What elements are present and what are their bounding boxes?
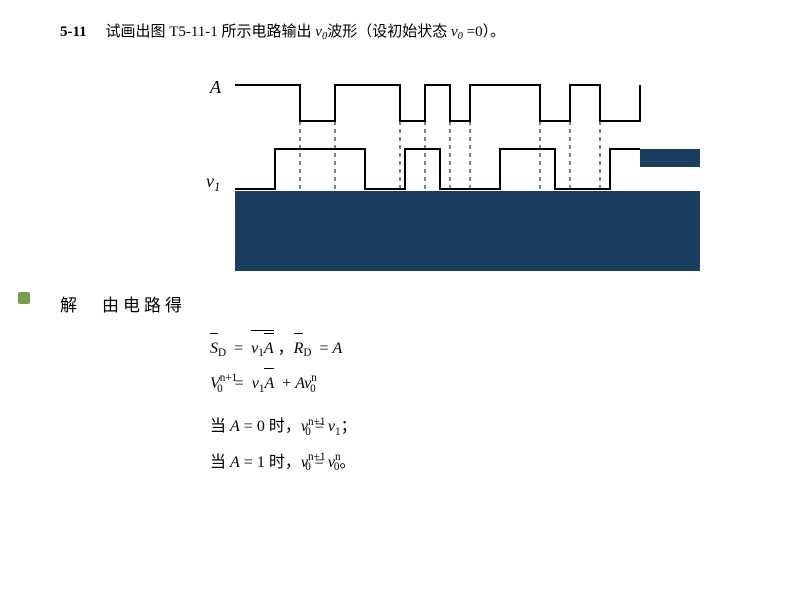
equation-sd-rd: SD = v1A ，RD = A	[210, 331, 740, 366]
case-A-0: 当 A = 0 时，vn+10 = v1；	[210, 409, 740, 444]
page-content: 5-11 试画出图 T5-11-1 所示电路输出 v0波形（设初始状态 v0 =…	[0, 0, 800, 500]
waveform-diagram: A v1	[140, 71, 660, 261]
problem-text-3: =0）。	[463, 24, 505, 40]
equations-block: SD = v1A ，RD = A Vn+10 = v1A + Avn0 当 A …	[210, 331, 740, 480]
case-A-1: 当 A = 1 时，vn+10 = vn0。	[210, 445, 740, 480]
problem-text-1: 试画出图 T5-11-1 所示电路输出	[105, 24, 315, 40]
problem-number: 5-11	[60, 24, 87, 40]
var-v0-init: v0	[451, 24, 463, 40]
problem-statement: 5-11 试画出图 T5-11-1 所示电路输出 v0波形（设初始状态 v0 =…	[60, 20, 740, 41]
blue-marker-right	[640, 149, 700, 167]
var-v0: v0	[315, 24, 327, 40]
equation-v0-next: Vn+10 = v1A + Avn0	[210, 366, 740, 401]
slide-bullet	[18, 292, 30, 304]
blue-band-bottom	[235, 191, 700, 271]
problem-text-2: 波形（设初始状态	[327, 24, 451, 40]
solution-header: 解 由电路得	[60, 291, 740, 316]
